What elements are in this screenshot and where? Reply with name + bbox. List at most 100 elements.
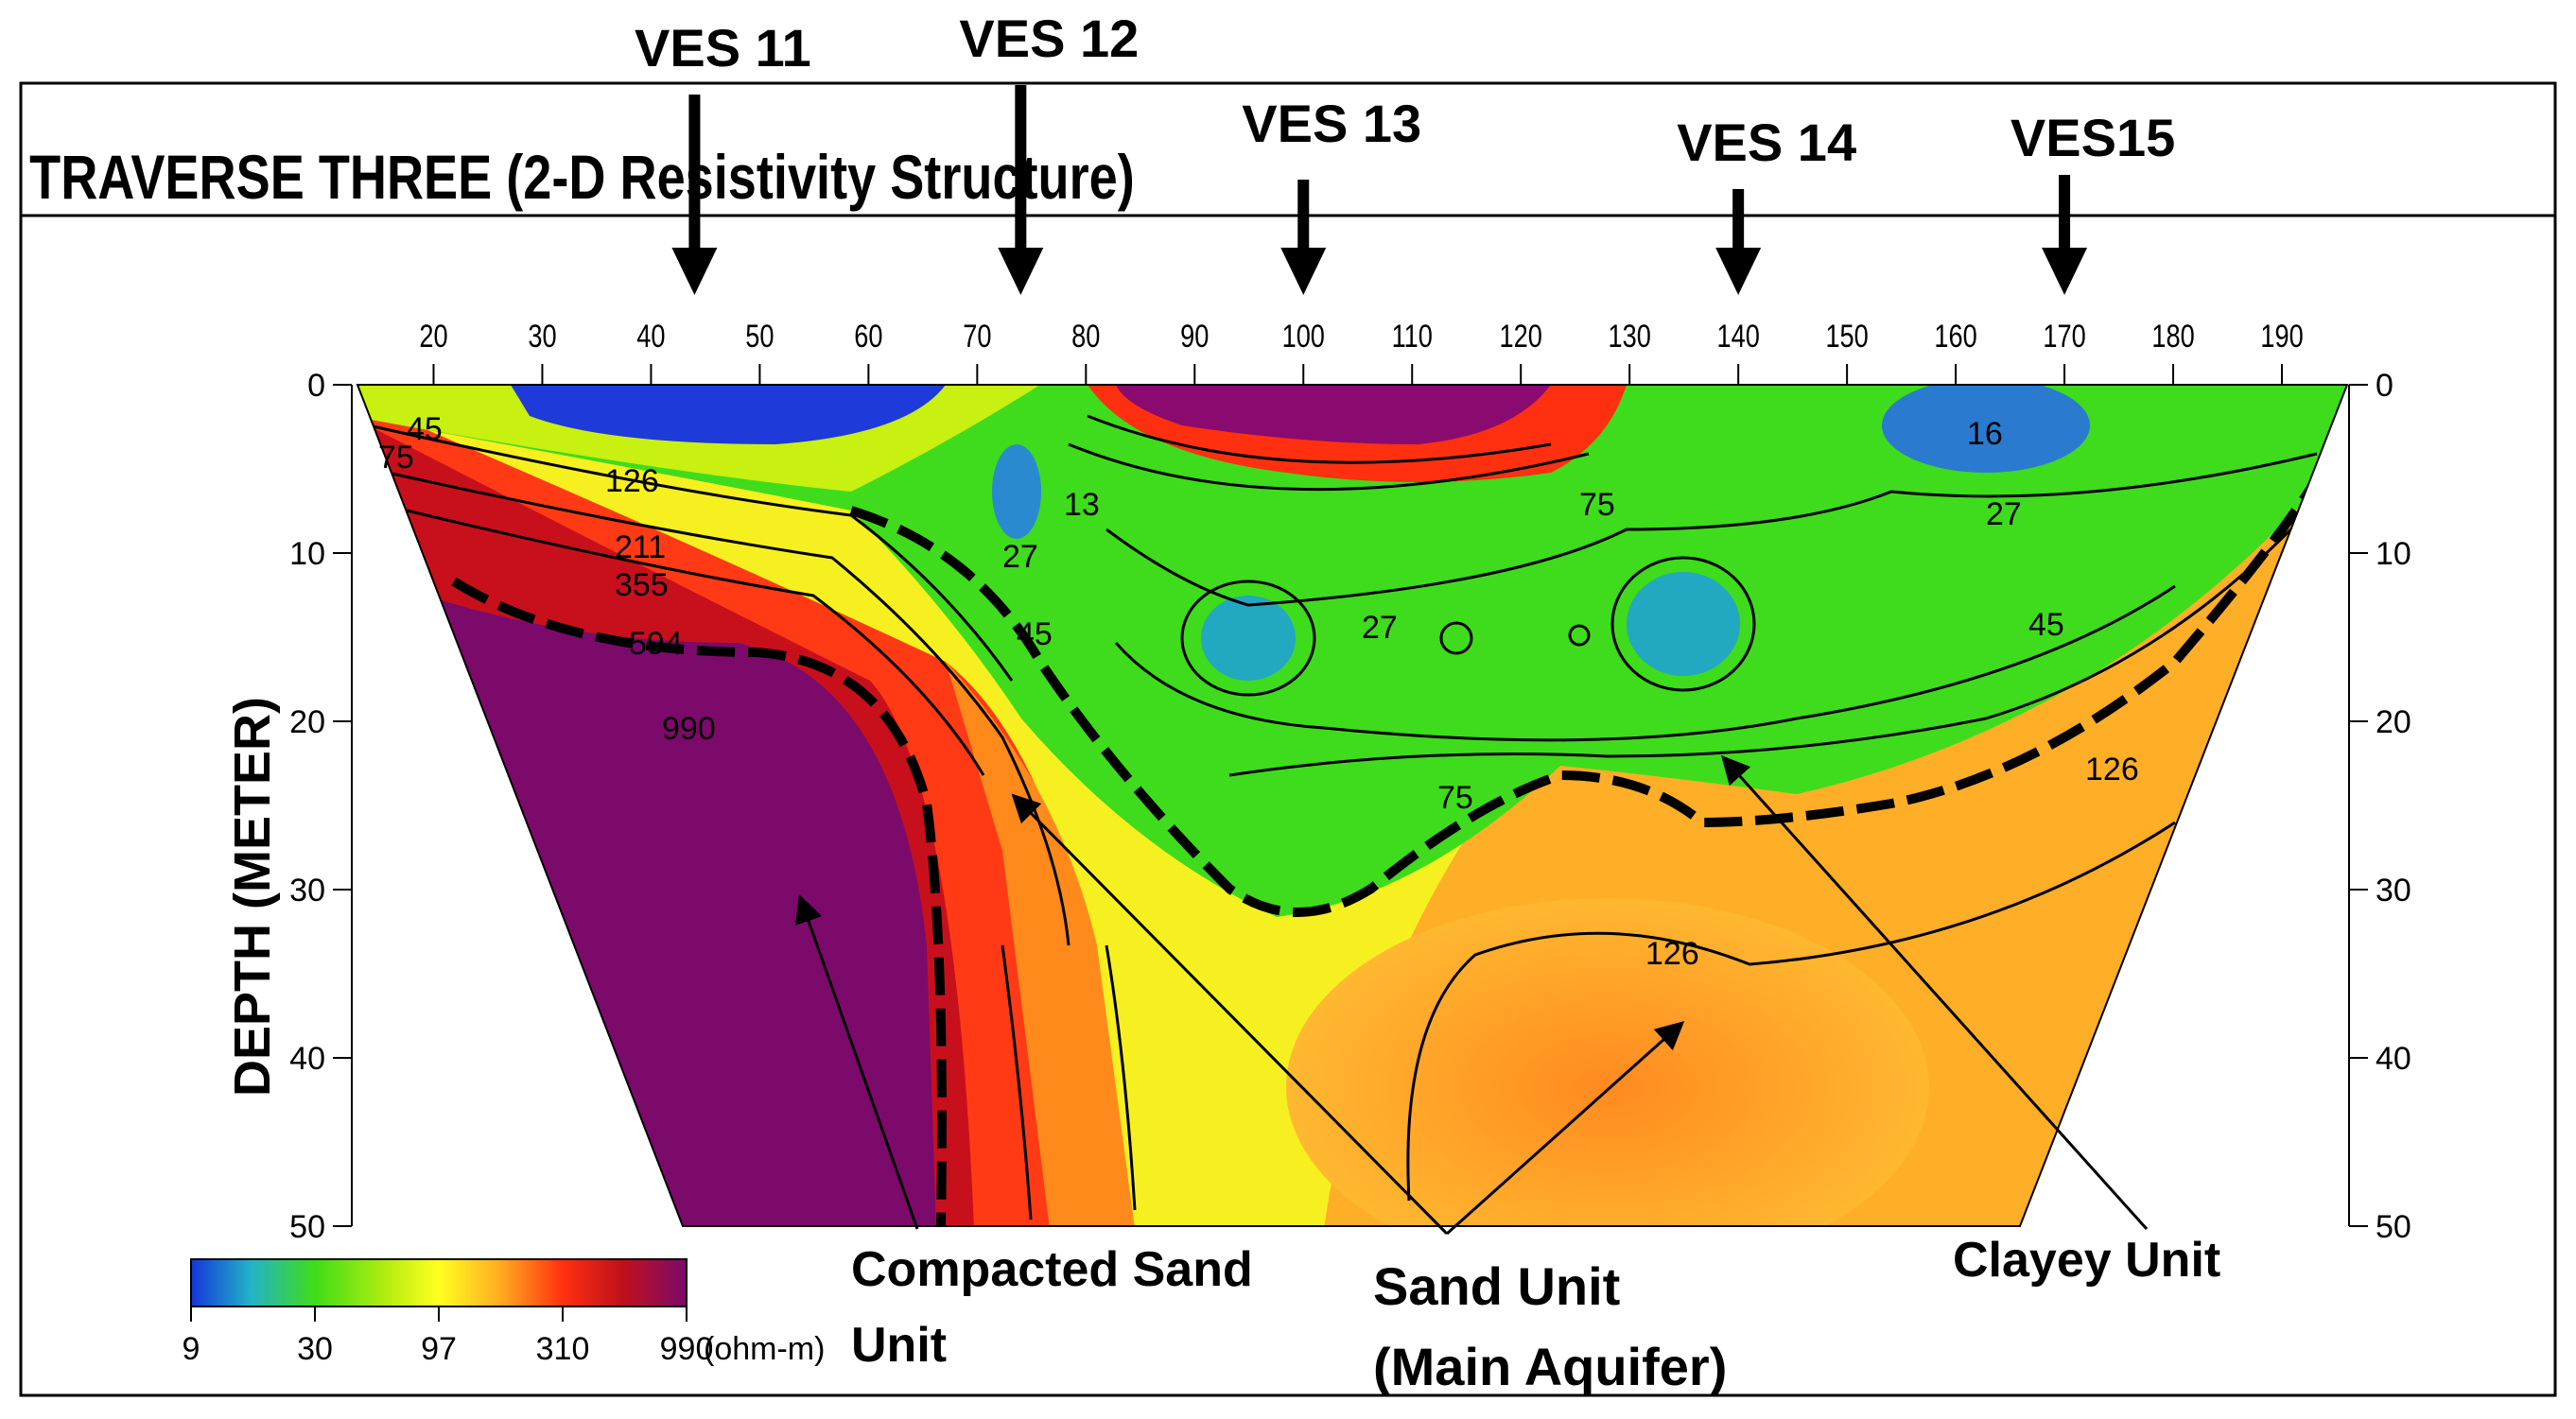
ves-label: VES 11 [635, 18, 811, 78]
contour-value-label: 45 [2028, 607, 2064, 643]
contour-line [368, 424, 1014, 682]
zone-blue-top-right [1882, 385, 2090, 473]
contour-value-label: 27 [1362, 610, 1398, 646]
ves-marker: VES 14 [1677, 112, 1856, 295]
ves-marker: VES 13 [1242, 94, 1421, 295]
x-tick-label: 170 [2043, 318, 2085, 355]
ves-label: VES15 [2010, 108, 2175, 167]
ves-marker: VES 11 [635, 18, 811, 295]
annotation-arrow-clayey-unit [1720, 754, 2149, 1231]
y-axis-left: 0 10 20 30 40 50 [289, 368, 353, 1245]
y-tick-label: 40 [289, 1041, 325, 1077]
y-tick-label: 30 [2376, 873, 2411, 909]
contour-ring [1180, 580, 1316, 697]
ves-label: VES 13 [1242, 94, 1421, 153]
annotation-sand-unit-line1: Sand Unit [1373, 1256, 1620, 1316]
contour-value-label: 126 [605, 463, 659, 499]
contour-value-label: 45 [407, 411, 443, 447]
y-tick-label: 20 [2376, 704, 2411, 740]
contour-value-label: 45 [1017, 616, 1053, 652]
annotation-arrow-sand-unit-b [1445, 1020, 1685, 1236]
contour-value-label: 126 [2085, 752, 2139, 787]
y-axis-label: DEPTH (METER) [224, 697, 281, 1097]
ves-arrow-head [1280, 248, 1327, 295]
contour-line [1068, 442, 1590, 492]
ves-marker: VES 12 [959, 9, 1139, 295]
figure-frame [19, 81, 2557, 1397]
ves-arrow-head [2042, 248, 2088, 295]
annotation-arrow-sand-unit-a [1011, 793, 1449, 1236]
ves-label: VES 14 [1677, 112, 1856, 172]
contour-line [1105, 452, 2318, 607]
x-axis: 20 30 40 50 60 70 80 90 100 110 120 130 140 150 160 170… [357, 318, 2347, 386]
annotation-sand-unit-line2: (Main Aquifer) [1373, 1337, 1727, 1396]
annotation-arrow-compacted-sand [794, 893, 919, 1230]
ves-label: VES 12 [959, 9, 1139, 68]
colorbar-unit: (ohm-m) [704, 1331, 825, 1367]
colorbar-tick-label: 310 [536, 1331, 590, 1367]
ves-arrow-head [998, 248, 1044, 295]
y-tick-label: 10 [2376, 536, 2411, 572]
x-tick-label: 110 [1392, 318, 1433, 355]
zone-green-layer [357, 385, 2347, 917]
y-tick-label: 30 [289, 873, 325, 909]
contour-value-label: 355 [615, 567, 669, 603]
x-tick-label: 70 [963, 318, 991, 355]
colorbar-tick-label: 9 [183, 1331, 200, 1367]
colorbar-tick-label: 97 [421, 1331, 457, 1367]
zone-blue-small-left [992, 444, 1041, 539]
contour-value-label: 75 [1437, 780, 1473, 816]
contour-ring [1568, 624, 1591, 647]
contour-value-label: 126 [1645, 936, 1699, 972]
y-tick-label: 20 [289, 704, 325, 740]
colorbar-gradient [190, 1258, 688, 1307]
ves-arrow-head [1715, 248, 1762, 295]
contour-value-label: 211 [615, 529, 666, 565]
y-tick-label: 40 [2376, 1041, 2411, 1077]
contour-ring [1610, 556, 1756, 692]
annotation-clayey-unit: Clayey Unit [1953, 1233, 2220, 1288]
contour-value-labels: 45 75 126 211 355 594 990 27 16 13 75 27… [378, 411, 2139, 972]
colorbar: 9 30 97 310 990 (ohm-m) [183, 1258, 825, 1367]
zone-cyan-middle-right [1627, 572, 1740, 676]
y-tick-label: 0 [307, 368, 325, 404]
y-axis-right: 0 10 20 30 40 50 [2348, 368, 2411, 1245]
x-tick-label: 60 [854, 318, 882, 355]
zone-orange-center [1286, 898, 1929, 1226]
contour-value-label: 27 [1002, 539, 1038, 575]
contour-line [387, 471, 1070, 946]
x-tick-label: 120 [1500, 318, 1542, 355]
contour-lines [368, 414, 2328, 1220]
contour-line [406, 509, 985, 776]
annotation-compacted-sand-line2: Unit [851, 1318, 947, 1373]
contour-value-label: 594 [629, 626, 683, 662]
contour-value-label: 75 [1579, 487, 1615, 523]
contour-line [1001, 944, 1033, 1220]
zone-cyan-middle-left [1201, 596, 1296, 681]
x-tick-label: 80 [1071, 318, 1100, 355]
contour-value-label: 75 [378, 440, 414, 476]
contour-line [1087, 414, 1552, 464]
x-tick-label: 20 [419, 318, 447, 355]
zone-purple-surface [1116, 385, 1551, 444]
zone-blue-top-left [511, 385, 946, 444]
x-tick-label: 150 [1825, 318, 1868, 355]
x-tick-label: 140 [1716, 318, 1759, 355]
x-tick-label: 180 [2151, 318, 2194, 355]
resistivity-section [357, 385, 2347, 1226]
zone-orange-fringe [946, 662, 1135, 1226]
y-tick-label: 0 [2376, 368, 2393, 404]
ves-markers: VES 11 VES 12 VES 13 VES 14 VES15 [635, 9, 2175, 295]
contour-value-label: 990 [662, 711, 716, 747]
x-tick-label: 100 [1282, 318, 1325, 355]
figure-title: TRAVERSE THREE (2-D Resistivity Structur… [29, 142, 1135, 212]
ves-marker: VES15 [2010, 108, 2175, 295]
y-tick-label: 50 [289, 1209, 325, 1245]
x-tick-label: 160 [1934, 318, 1976, 355]
boundary-aquifer [849, 460, 2331, 917]
x-tick-label: 130 [1609, 318, 1651, 355]
ves-arrow-head [671, 248, 718, 295]
y-tick-label: 10 [289, 536, 325, 572]
contour-line [1105, 944, 1137, 1211]
